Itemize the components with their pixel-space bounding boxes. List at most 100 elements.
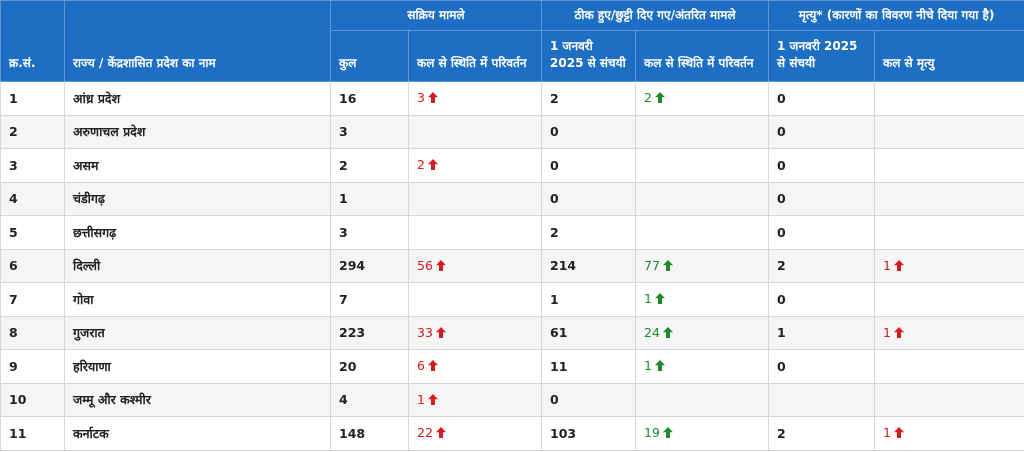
header-deaths-change: कल से मृत्यु [874, 30, 1024, 82]
cell-recovered-change: 1 [635, 282, 770, 317]
cell-recovered-cumulative: 214 [541, 248, 637, 283]
cell-deaths-cumulative: 2 [768, 416, 876, 451]
table-row: 7 गोवा 7 1 1 0 [0, 282, 1024, 317]
change-number: 22 [417, 425, 433, 441]
cell-serial-number: 7 [0, 282, 65, 317]
cell-recovered-change [635, 114, 770, 149]
change-number: 1 [883, 425, 891, 441]
cell-state-name: गुजरात [64, 315, 331, 350]
table-body: 1 आंध्र प्रदेश 16 3 2 2 0 2 अरुणाचल प्रदेश 3 0 0 3 अस… [0, 81, 1024, 451]
cell-state-name: हरियाणा [64, 349, 331, 384]
cell-active-change [407, 114, 543, 149]
cell-serial-number: 5 [0, 215, 65, 250]
arrow-up-icon [435, 326, 446, 341]
arrow-up-icon [427, 91, 438, 106]
table-row: 2 अरुणाचल प्रदेश 3 0 0 [0, 114, 1024, 149]
cell-deaths-change [874, 181, 1024, 216]
cell-active-total: 3 [330, 114, 409, 149]
cell-state-name: गोवा [64, 282, 331, 317]
table-row: 1 आंध्र प्रदेश 16 3 2 2 0 [0, 81, 1024, 116]
cell-deaths-change [874, 81, 1024, 116]
cell-active-change: 3 [407, 81, 543, 116]
cell-recovered-change: 77 [635, 248, 770, 283]
cell-active-change [407, 215, 543, 250]
change-value: 2 [417, 157, 438, 172]
cell-deaths-cumulative: 0 [768, 81, 876, 116]
cell-active-total: 2 [330, 148, 409, 183]
arrow-up-icon [893, 259, 904, 274]
arrow-up-icon [427, 393, 438, 408]
cell-deaths-cumulative: 0 [768, 148, 876, 183]
arrow-up-icon [662, 259, 673, 274]
cell-deaths-cumulative: 2 [768, 248, 876, 283]
change-value: 1 [883, 425, 904, 440]
change-number: 33 [417, 324, 433, 340]
arrow-up-icon [435, 259, 446, 274]
change-number: 1 [883, 257, 891, 273]
cell-serial-number: 10 [0, 382, 65, 417]
change-number: 3 [417, 90, 425, 106]
cell-recovered-cumulative: 0 [541, 382, 637, 417]
arrow-up-icon [893, 426, 904, 441]
table-row: 4 चंडीगढ़ 1 0 0 [0, 181, 1024, 216]
header-recovered-group: ठीक हुए/छुट्टी दिए गए/अंतरित मामले [541, 0, 770, 31]
cell-active-change: 22 [407, 416, 543, 451]
cell-recovered-change: 24 [635, 315, 770, 350]
cell-deaths-change [874, 382, 1024, 417]
table-row: 3 असम 2 2 0 0 [0, 148, 1024, 183]
table-row: 11 कर्नाटक 148 22 103 19 2 1 [0, 416, 1024, 451]
cell-deaths-cumulative: 0 [768, 215, 876, 250]
change-number: 1 [417, 391, 425, 407]
table-row: 5 छत्तीसगढ़ 3 2 0 [0, 215, 1024, 250]
cell-recovered-cumulative: 0 [541, 181, 637, 216]
cell-deaths-change: 1 [874, 416, 1024, 451]
cell-serial-number: 11 [0, 416, 65, 451]
cell-deaths-change [874, 349, 1024, 384]
cell-active-total: 7 [330, 282, 409, 317]
cell-recovered-change: 1 [635, 349, 770, 384]
change-value: 1 [644, 358, 665, 373]
change-number: 19 [644, 425, 660, 441]
cell-active-change: 33 [407, 315, 543, 350]
change-value: 3 [417, 90, 438, 105]
table-row: 8 गुजरात 223 33 61 24 1 1 [0, 315, 1024, 350]
header-state-name: राज्य / केंद्रशासित प्रदेश का नाम [64, 0, 331, 82]
cell-recovered-cumulative: 0 [541, 148, 637, 183]
cell-deaths-change [874, 282, 1024, 317]
cell-deaths-change: 1 [874, 248, 1024, 283]
cell-state-name: अरुणाचल प्रदेश [64, 114, 331, 149]
cell-recovered-cumulative: 11 [541, 349, 637, 384]
cell-deaths-change [874, 114, 1024, 149]
cell-serial-number: 8 [0, 315, 65, 350]
cell-recovered-cumulative: 0 [541, 114, 637, 149]
cell-active-total: 294 [330, 248, 409, 283]
cell-active-total: 16 [330, 81, 409, 116]
cell-deaths-cumulative: 0 [768, 181, 876, 216]
arrow-up-icon [427, 359, 438, 374]
header-recovered-cumulative: 1 जनवरी 2025 से संचयी [541, 30, 637, 82]
change-value: 2 [644, 90, 665, 105]
cell-active-total: 4 [330, 382, 409, 417]
cell-recovered-change [635, 148, 770, 183]
cell-recovered-cumulative: 61 [541, 315, 637, 350]
cell-recovered-cumulative: 103 [541, 416, 637, 451]
change-value: 56 [417, 258, 446, 273]
arrow-up-icon [427, 158, 438, 173]
cell-state-name: असम [64, 148, 331, 183]
cell-serial-number: 9 [0, 349, 65, 384]
cell-recovered-change: 2 [635, 81, 770, 116]
arrow-up-icon [654, 359, 665, 374]
cell-recovered-cumulative: 2 [541, 215, 637, 250]
cell-deaths-cumulative: 1 [768, 315, 876, 350]
cell-recovered-change [635, 215, 770, 250]
change-number: 2 [644, 90, 652, 106]
change-number: 77 [644, 257, 660, 273]
cell-state-name: जम्मू और कश्मीर [64, 382, 331, 417]
cell-serial-number: 4 [0, 181, 65, 216]
change-number: 56 [417, 257, 433, 273]
cell-active-total: 20 [330, 349, 409, 384]
cell-deaths-change [874, 148, 1024, 183]
change-value: 22 [417, 425, 446, 440]
arrow-up-icon [662, 426, 673, 441]
